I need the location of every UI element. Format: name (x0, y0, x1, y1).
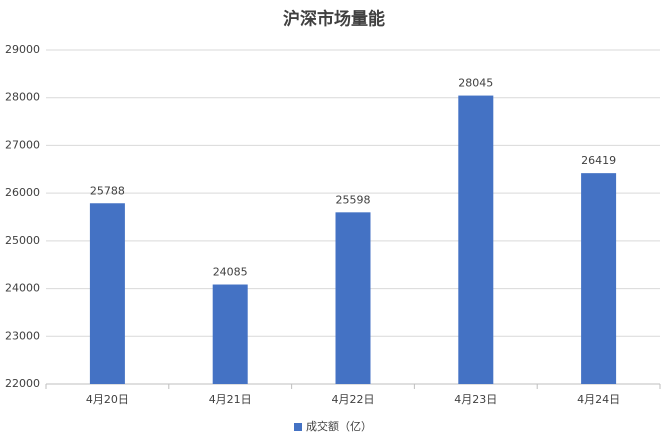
data-label: 28045 (458, 77, 493, 90)
data-label: 26419 (581, 154, 616, 167)
x-tick-label: 4月23日 (454, 393, 497, 406)
bar (335, 212, 371, 384)
y-tick-label: 25000 (5, 234, 40, 247)
bar (458, 95, 494, 385)
y-tick-label: 29000 (5, 43, 40, 56)
y-tick-label: 27000 (5, 138, 40, 151)
y-tick-label: 26000 (5, 186, 40, 199)
y-tick-label: 22000 (5, 377, 40, 390)
data-label: 24085 (213, 266, 248, 279)
chart-title: 沪深市场量能 (283, 9, 385, 30)
bar (581, 173, 617, 384)
bar (212, 284, 248, 384)
x-tick-label: 4月24日 (577, 393, 620, 406)
y-tick-label: 23000 (5, 329, 40, 342)
x-tick-label: 4月20日 (86, 393, 129, 406)
legend-label: 成交额（亿） (306, 419, 372, 433)
y-tick-label: 24000 (5, 282, 40, 295)
bar (89, 203, 125, 384)
data-label: 25598 (336, 193, 371, 206)
x-tick-label: 4月22日 (332, 393, 375, 406)
y-tick-label: 28000 (5, 91, 40, 104)
data-label: 25788 (90, 184, 125, 197)
legend-swatch (294, 423, 302, 431)
x-tick-label: 4月21日 (209, 393, 252, 406)
